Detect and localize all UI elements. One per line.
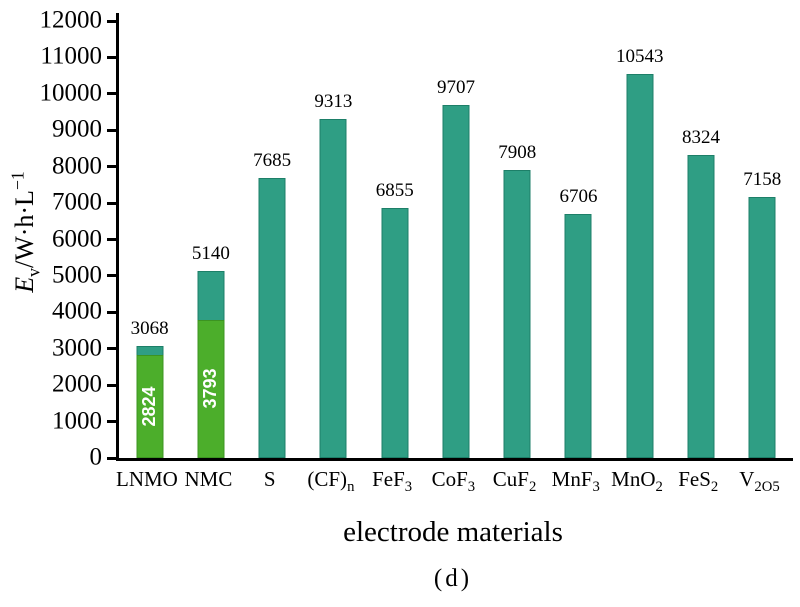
bar-value-label: 6706 — [559, 185, 598, 207]
bar-slot: 10543 — [609, 13, 670, 458]
bars-container: 2824 3068 3793 5140 7685 9313 6855 9707 7908 6706… — [119, 13, 793, 458]
inner-bar-value-label: 3793 — [200, 368, 221, 409]
bar-value-label: 8324 — [682, 126, 721, 148]
bar-value-label: 7685 — [253, 150, 292, 172]
y-tick-label: 4000 — [52, 297, 102, 325]
bar — [381, 208, 409, 458]
y-axis-subscript: v — [23, 268, 44, 277]
y-tick-label: 12000 — [39, 6, 103, 34]
y-tick-label: 11000 — [40, 42, 102, 70]
plot-area: 2824 3068 3793 5140 7685 9313 6855 9707 7908 6706… — [40, 6, 793, 470]
y-tick-label: 5000 — [52, 261, 102, 289]
x-tick-label: FeS2 — [678, 467, 719, 496]
bar — [626, 74, 654, 458]
bar-value-label: 3068 — [130, 318, 169, 340]
y-tick-mark — [107, 19, 116, 23]
bar-slot: 7685 — [242, 13, 303, 458]
x-tick-label: MnO2 — [611, 467, 663, 496]
bar — [319, 118, 347, 458]
y-tick-mark — [107, 92, 116, 96]
y-tick-mark — [107, 420, 116, 424]
bar-slot: 8324 — [670, 13, 731, 458]
bar-value-label: 7908 — [498, 142, 537, 164]
bar-slot: 2824 3068 — [119, 13, 180, 458]
y-tick-label: 7000 — [52, 188, 102, 216]
bar — [442, 104, 470, 458]
inner-bar: 3793 — [197, 319, 225, 458]
y-tick-mark — [107, 238, 116, 241]
bar — [687, 154, 715, 458]
y-tick-mark — [107, 274, 116, 278]
y-tick-label: 6000 — [52, 224, 102, 252]
bar-value-label: 6855 — [375, 180, 414, 202]
y-tick-mark — [107, 128, 116, 132]
x-tick-label: LNMO — [116, 467, 178, 491]
y-tick-label: 0 — [89, 443, 103, 471]
y-tick-mark — [107, 310, 116, 314]
x-tick-label: V2O5 — [739, 467, 780, 496]
y-tick-mark — [107, 55, 116, 59]
bar-slot: 7908 — [487, 13, 548, 458]
bar — [503, 170, 531, 458]
y-axis-exponent: −1 — [7, 171, 28, 191]
y-tick-label: 9000 — [52, 115, 102, 143]
figure-caption: (d) — [433, 565, 473, 592]
bar-slot: 6706 — [548, 13, 609, 458]
y-tick-label: 3000 — [52, 334, 102, 362]
y-tick-mark — [107, 456, 116, 460]
y-axis-symbol: E — [10, 276, 40, 293]
y-tick-label: 2000 — [52, 370, 102, 398]
x-tick-label: MnF3 — [551, 467, 600, 496]
inner-bar-value-label: 2824 — [139, 386, 160, 427]
y-tick-label: 8000 — [52, 152, 102, 180]
x-axis-title: electrode materials — [343, 516, 563, 548]
bar-slot: 9313 — [303, 13, 364, 458]
bar-value-label: 10543 — [616, 46, 664, 68]
x-tick-label: CuF2 — [492, 467, 537, 496]
bar-value-label: 9313 — [314, 90, 353, 112]
x-tick-label: NMC — [184, 467, 233, 491]
inner-bar: 2824 — [136, 355, 164, 458]
y-tick-label: 1000 — [52, 407, 102, 435]
bar-slot: 9707 — [425, 13, 486, 458]
bar-slot: 6855 — [364, 13, 425, 458]
bar — [258, 178, 286, 458]
y-axis-unit: /W·h·L — [10, 190, 40, 269]
x-tick-labels: LNMO NMC S (CF)n FeF3 CoF3 CuF2 MnF3 MnO2 FeS2 V2O… — [116, 467, 790, 496]
x-tick-label: S — [263, 467, 276, 491]
bar — [748, 197, 776, 458]
bar-value-label: 9707 — [436, 76, 475, 98]
y-axis-title: Ev/W·h·L−1 — [8, 171, 45, 293]
x-tick-label: (CF)n — [307, 467, 355, 496]
bar-slot: 7158 — [732, 13, 793, 458]
y-tick-mark — [107, 201, 116, 205]
bar-value-label: 5140 — [191, 242, 230, 264]
y-tick-mark — [107, 347, 116, 351]
y-tick-mark — [107, 383, 116, 387]
bar-value-label: 7158 — [743, 169, 782, 191]
y-tick-label: 10000 — [39, 79, 103, 107]
x-tick-label: FeF3 — [372, 467, 413, 496]
y-tick-mark — [107, 165, 116, 169]
bar-slot: 3793 5140 — [180, 13, 241, 458]
x-tick-label: CoF3 — [431, 467, 476, 496]
bar — [564, 213, 592, 458]
